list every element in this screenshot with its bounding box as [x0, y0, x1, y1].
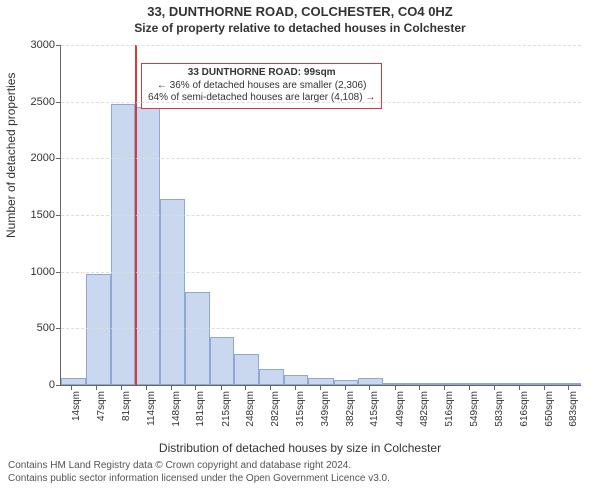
xtick-label: 549sqm	[469, 391, 480, 427]
histogram-bar	[284, 375, 309, 385]
ytick-mark	[56, 328, 61, 329]
histogram-bar	[308, 378, 333, 385]
ytick-mark	[56, 158, 61, 159]
xtick-mark	[419, 385, 420, 390]
xtick-mark	[345, 385, 346, 390]
histogram-bar	[408, 383, 433, 385]
xtick-label: 683sqm	[568, 391, 579, 427]
xtick-label: 616sqm	[519, 391, 530, 427]
chart-area: Number of detached properties 33 DUNTHOR…	[0, 35, 600, 455]
ytick-label: 2000	[31, 152, 55, 164]
x-axis-label: Distribution of detached houses by size …	[0, 441, 600, 455]
xtick-mark	[121, 385, 122, 390]
xtick-label: 14sqm	[71, 391, 82, 421]
ytick-label: 500	[37, 322, 55, 334]
xtick-mark	[444, 385, 445, 390]
plot-region: 33 DUNTHORNE ROAD: 99sqm ← 36% of detach…	[60, 45, 581, 386]
xtick-label: 583sqm	[494, 391, 505, 427]
histogram-bar	[61, 378, 86, 385]
xtick-mark	[195, 385, 196, 390]
xtick-label: 248sqm	[245, 391, 256, 427]
histogram-bar	[358, 378, 383, 385]
xtick-mark	[96, 385, 97, 390]
xtick-label: 215sqm	[221, 391, 232, 427]
xtick-mark	[171, 385, 172, 390]
histogram-bar	[259, 369, 284, 385]
xtick-mark	[369, 385, 370, 390]
histogram-bar	[210, 337, 235, 385]
xtick-label: 382sqm	[345, 391, 356, 427]
histogram-bar	[111, 104, 136, 385]
xtick-mark	[221, 385, 222, 390]
ytick-mark	[56, 215, 61, 216]
ytick-mark	[56, 385, 61, 386]
xtick-label: 47sqm	[96, 391, 107, 421]
annotation-line1: 33 DUNTHORNE ROAD: 99sqm	[148, 67, 375, 80]
xtick-label: 650sqm	[544, 391, 555, 427]
xtick-label: 482sqm	[419, 391, 430, 427]
footer-line1: Contains HM Land Registry data © Crown c…	[8, 459, 592, 472]
gridline-h	[61, 215, 581, 216]
ytick-label: 0	[49, 379, 55, 391]
histogram-bar	[86, 274, 111, 385]
y-axis-label: Number of detached properties	[4, 73, 18, 238]
annotation-line2: ← 36% of detached houses are smaller (2,…	[148, 80, 375, 93]
xtick-label: 415sqm	[369, 391, 380, 427]
histogram-bar	[334, 380, 359, 385]
footer-line2: Contains public sector information licen…	[8, 472, 592, 485]
xtick-mark	[395, 385, 396, 390]
ytick-label: 1500	[31, 209, 55, 221]
xtick-mark	[568, 385, 569, 390]
histogram-bar	[160, 199, 185, 385]
xtick-label: 516sqm	[444, 391, 455, 427]
xtick-label: 349sqm	[320, 391, 331, 427]
xtick-label: 114sqm	[146, 391, 157, 426]
xtick-label: 282sqm	[270, 391, 281, 427]
ytick-mark	[56, 45, 61, 46]
ytick-mark	[56, 272, 61, 273]
xtick-mark	[544, 385, 545, 390]
title-address: 33, DUNTHORNE ROAD, COLCHESTER, CO4 0HZ	[0, 4, 600, 19]
xtick-label: 315sqm	[295, 391, 306, 427]
histogram-bar	[135, 107, 160, 385]
xtick-label: 181sqm	[195, 391, 206, 427]
xtick-label: 449sqm	[395, 391, 406, 427]
xtick-mark	[270, 385, 271, 390]
gridline-h	[61, 272, 581, 273]
xtick-label: 148sqm	[171, 391, 182, 427]
xtick-mark	[146, 385, 147, 390]
gridline-h	[61, 102, 581, 103]
xtick-mark	[320, 385, 321, 390]
chart-titles: 33, DUNTHORNE ROAD, COLCHESTER, CO4 0HZ …	[0, 4, 600, 35]
xtick-mark	[245, 385, 246, 390]
gridline-h	[61, 158, 581, 159]
xtick-mark	[295, 385, 296, 390]
xtick-mark	[71, 385, 72, 390]
xtick-mark	[519, 385, 520, 390]
gridline-h	[61, 45, 581, 46]
ytick-label: 2500	[31, 96, 55, 108]
xtick-label: 81sqm	[121, 391, 132, 421]
title-subtitle: Size of property relative to detached ho…	[0, 21, 600, 35]
xtick-mark	[494, 385, 495, 390]
histogram-bar	[234, 354, 259, 385]
histogram-bar	[185, 292, 210, 385]
gridline-h	[61, 328, 581, 329]
ytick-mark	[56, 102, 61, 103]
attribution-footer: Contains HM Land Registry data © Crown c…	[0, 455, 600, 485]
xtick-mark	[469, 385, 470, 390]
ytick-label: 1000	[31, 266, 55, 278]
ytick-label: 3000	[31, 39, 55, 51]
